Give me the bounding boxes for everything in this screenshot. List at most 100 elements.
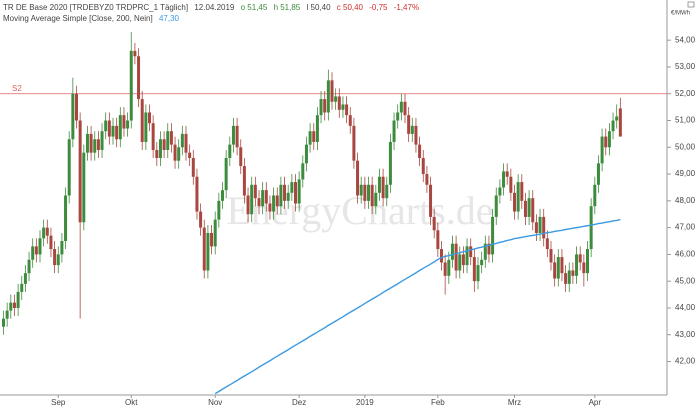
y-tick-label: 47,00 xyxy=(675,223,696,232)
candle-body xyxy=(242,166,246,196)
candle-body xyxy=(560,257,564,274)
candle-body xyxy=(286,192,290,201)
candle-body xyxy=(407,115,411,134)
candle-body xyxy=(582,262,586,274)
candle-body xyxy=(155,149,159,158)
candle-body xyxy=(27,259,31,274)
candle-body xyxy=(545,238,549,250)
candle-body xyxy=(272,195,276,212)
candle-body xyxy=(188,152,192,158)
candle-body xyxy=(82,152,86,223)
candle-body xyxy=(12,302,16,308)
candle-body xyxy=(49,235,53,250)
candle-body xyxy=(107,120,111,137)
candle-body xyxy=(246,195,250,215)
plot-area xyxy=(0,32,667,395)
candle-body xyxy=(261,190,265,207)
candle-body xyxy=(534,222,538,233)
candle-body xyxy=(432,216,436,231)
change-pct: -1,47% xyxy=(394,3,419,12)
candle-body xyxy=(367,184,370,201)
candle-body xyxy=(440,249,443,263)
y-tick-label: 54,00 xyxy=(675,35,696,44)
candle-body xyxy=(191,158,195,177)
candle-body xyxy=(111,125,115,137)
candle-body xyxy=(352,125,356,161)
ma-last: 47,30 xyxy=(159,14,180,23)
candle-body xyxy=(564,273,568,284)
candle-body xyxy=(450,243,454,260)
x-tick-label: Dez xyxy=(292,398,306,407)
candle-body xyxy=(126,120,130,129)
close-label: c 50,40 xyxy=(337,3,364,12)
candle-body xyxy=(615,116,619,121)
candle-body xyxy=(611,120,615,132)
candle-body xyxy=(115,125,119,140)
candle-body xyxy=(345,104,349,116)
candle-body xyxy=(144,112,148,142)
candle-body xyxy=(593,184,597,207)
candle-body xyxy=(363,184,367,201)
candle-body xyxy=(370,184,374,207)
candle-body xyxy=(75,93,78,121)
y-tick-label: 52,00 xyxy=(675,89,696,98)
level-label: S2 xyxy=(12,84,22,93)
candle-body xyxy=(392,120,396,142)
date: 12.04.2019 xyxy=(194,3,235,12)
candle-body xyxy=(527,198,531,217)
candle-body xyxy=(578,254,582,263)
low-label: l 50,40 xyxy=(307,3,332,12)
candle-body xyxy=(523,200,527,217)
candle-body xyxy=(520,182,524,201)
candle-body xyxy=(199,211,203,228)
change: -0,75 xyxy=(369,3,388,12)
candle-body xyxy=(326,80,330,113)
candle-body xyxy=(217,200,221,220)
candle-body xyxy=(20,283,24,292)
candle-body xyxy=(169,131,173,145)
candle-body xyxy=(53,249,57,266)
y-tick-label: 43,00 xyxy=(675,330,696,339)
candle-body xyxy=(502,171,506,188)
candle-body xyxy=(454,243,458,271)
candle-body xyxy=(549,249,553,263)
candle-body xyxy=(224,158,228,191)
candle-body xyxy=(359,184,363,196)
candle-body xyxy=(23,273,27,284)
candle-body xyxy=(195,176,199,212)
x-tick-label: Mrz xyxy=(508,398,521,407)
candle-body xyxy=(315,115,319,142)
candle-body xyxy=(487,243,491,255)
x-tick-label: 2019 xyxy=(356,398,374,407)
y-tick-label: 53,00 xyxy=(675,62,696,71)
candle-body xyxy=(38,238,42,255)
candle-body xyxy=(410,125,414,134)
candle-body xyxy=(447,259,451,276)
candle-body xyxy=(607,131,611,148)
candle-body xyxy=(323,99,327,113)
candle-body xyxy=(469,246,473,258)
y-tick-label: 42,00 xyxy=(675,357,696,366)
candle-body xyxy=(480,259,484,266)
candle-body xyxy=(374,192,378,207)
y-tick-label: 45,00 xyxy=(675,276,696,285)
candle-body xyxy=(516,182,520,212)
candle-body xyxy=(319,99,323,116)
header-line: TR DE Base 2020 [TRDEBYZ0 TRDPRC_1 Tägli… xyxy=(3,3,419,12)
candle-body xyxy=(556,257,560,279)
candle-body xyxy=(235,125,239,148)
candle-body xyxy=(239,147,243,167)
settings-icon[interactable] xyxy=(687,1,695,8)
candle-body xyxy=(421,158,425,175)
ma-line xyxy=(214,218,621,395)
y-tick-label: 51,00 xyxy=(675,116,696,125)
candle-body xyxy=(505,171,509,177)
candle-body xyxy=(122,115,126,129)
candle-body xyxy=(104,120,108,132)
candle-body xyxy=(71,93,75,140)
candle-body xyxy=(388,141,392,185)
candle-body xyxy=(600,136,604,164)
ma-name: Moving Average Simple [Close, 200, Nein] xyxy=(3,14,153,23)
candle-body xyxy=(461,254,465,266)
candle-body xyxy=(56,254,60,266)
